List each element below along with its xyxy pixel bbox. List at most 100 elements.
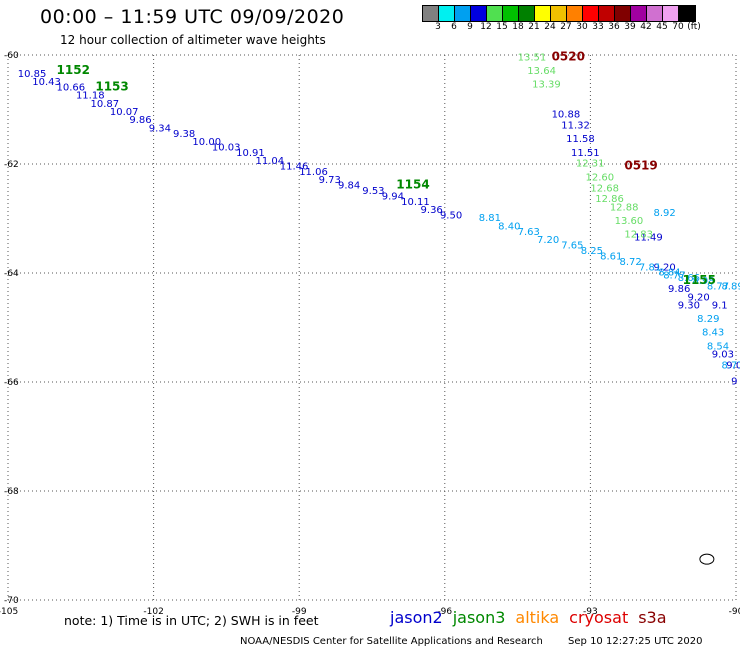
colorbar-swatch [503, 6, 519, 21]
colorbar-label: 15 [496, 22, 508, 32]
legend-altika: altika [515, 608, 560, 627]
footer-timestamp: Sep 10 12:27:25 UTC 2020 [568, 636, 703, 647]
wave-height-value: 10.43 [32, 77, 61, 88]
wave-height-value: 9.38 [173, 129, 195, 140]
wave-height-value: 8.43 [702, 328, 724, 339]
colorbar-swatch [663, 6, 679, 21]
colorbar-label: 39 [624, 22, 636, 32]
wave-height-value: 7.65 [561, 240, 583, 251]
wave-height-value: 9 [731, 377, 737, 388]
wave-height-value: 9.94 [382, 191, 404, 202]
wave-height-value: 10.85 [18, 69, 47, 80]
x-tick-label: -93 [583, 607, 598, 617]
colorbar-swatch [551, 6, 567, 21]
wave-height-value: 13.60 [615, 216, 644, 227]
wave-height-value: 8.81 [479, 213, 501, 224]
colorbar-label: 18 [512, 22, 524, 32]
wave-height-value: 12.68 [590, 183, 619, 194]
page-title: 00:00 – 11:59 UTC 09/09/2020 [40, 6, 345, 28]
legend-jason2: jason2 [390, 608, 443, 627]
colorbar-unit: (ft) [687, 22, 701, 32]
wave-height-value: 9.53 [362, 186, 384, 197]
colorbar-swatch [535, 6, 551, 21]
wave-height-value: 8.54 [707, 341, 729, 352]
time-label: 1155 [683, 273, 716, 287]
colorbar-swatch [423, 6, 439, 21]
wave-height-value: 13.39 [532, 80, 561, 91]
wave-height-value: 9.50 [440, 211, 462, 222]
wave-height-value: 10.88 [552, 110, 581, 121]
wave-height-value: 10.87 [91, 99, 120, 110]
wave-height-value: 11.18 [76, 91, 105, 102]
wave-height-value: 10.00 [192, 137, 221, 148]
time-label: 1152 [57, 63, 90, 77]
wave-height-value: 9.03 [712, 349, 734, 360]
note-text: note: 1) Time is in UTC; 2) SWH is in fe… [64, 613, 319, 628]
wave-height-value: 8.77 [663, 270, 685, 281]
colorbar-swatch [471, 6, 487, 21]
colorbar-swatch [647, 6, 663, 21]
y-tick-label: -60 [4, 51, 19, 61]
y-tick-label: -68 [4, 487, 19, 497]
wave-height-colorbar [422, 5, 696, 22]
legend-s3a: s3a [638, 608, 667, 627]
wave-height-value: 11.32 [561, 121, 590, 132]
colorbar-swatch [631, 6, 647, 21]
wave-height-value: 12.83 [624, 230, 653, 241]
page-subtitle: 12 hour collection of altimeter wave hei… [60, 33, 326, 47]
wave-height-value: 10.03 [212, 142, 241, 153]
wave-height-value: 7.81 [639, 262, 661, 273]
wave-height-value: 8.25 [581, 246, 603, 257]
wave-height-value: 11.51 [571, 148, 600, 159]
x-tick-label: -99 [292, 607, 307, 617]
colorbar-label: 12 [480, 22, 492, 32]
wave-height-value: 9.34 [149, 123, 171, 134]
wave-height-value: 8.89 [721, 281, 740, 292]
wave-height-value: 9.1 [712, 300, 728, 311]
wave-height-value: 13.51 [518, 52, 547, 63]
colorbar-swatch [455, 6, 471, 21]
wave-height-value: 11.49 [634, 232, 663, 243]
colorbar-label: 30 [576, 22, 588, 32]
y-tick-label: -66 [4, 378, 19, 388]
wave-height-value: 8.77 [721, 360, 740, 371]
wave-height-value: 9.73 [319, 175, 341, 186]
wave-height-value: 8.40 [498, 221, 520, 232]
wave-height-value: 9.20 [653, 262, 675, 273]
wave-height-value: 9.84 [338, 181, 360, 192]
wave-height-value: 9.0 [726, 360, 740, 371]
colorbar-label: 36 [608, 22, 620, 32]
wave-height-value: 9.86 [129, 115, 151, 126]
y-tick-label: -64 [4, 269, 19, 279]
time-label: 0519 [624, 158, 657, 172]
footer-credit: NOAA/NESDIS Center for Satellite Applica… [240, 636, 543, 647]
colorbar-label: 42 [640, 22, 652, 32]
wave-height-value: 13.64 [527, 66, 556, 77]
colorbar-swatch [679, 6, 695, 21]
wave-height-value: 12.60 [586, 172, 615, 183]
wave-height-value: 9.20 [687, 292, 709, 303]
colorbar-label: 27 [560, 22, 572, 32]
footer: NOAA/NESDIS Center for Satellite Applica… [240, 636, 703, 647]
y-tick-label: -62 [4, 160, 19, 170]
wave-height-value: 9.86 [668, 284, 690, 295]
wave-height-value: 9.36 [421, 205, 443, 216]
time-label: 1153 [95, 79, 128, 93]
colorbar-swatch [519, 6, 535, 21]
wave-height-value: 8.77 [707, 281, 729, 292]
colorbar-swatch [567, 6, 583, 21]
wave-height-value: 12.88 [610, 202, 639, 213]
wave-height-value: 8.98 [692, 276, 714, 287]
colorbar-label: 9 [467, 22, 473, 32]
wave-height-value: 10.66 [57, 82, 86, 93]
wave-height-value: 11.06 [299, 167, 328, 178]
wave-height-value: 11.46 [280, 161, 309, 172]
wave-height-value: 8.92 [653, 208, 675, 219]
colorbar-label: 45 [656, 22, 668, 32]
wave-height-value: 12.31 [576, 159, 605, 170]
wave-height-value: 7.63 [518, 227, 540, 238]
wave-height-value: 8.61 [600, 251, 622, 262]
x-tick-label: -102 [143, 607, 163, 617]
